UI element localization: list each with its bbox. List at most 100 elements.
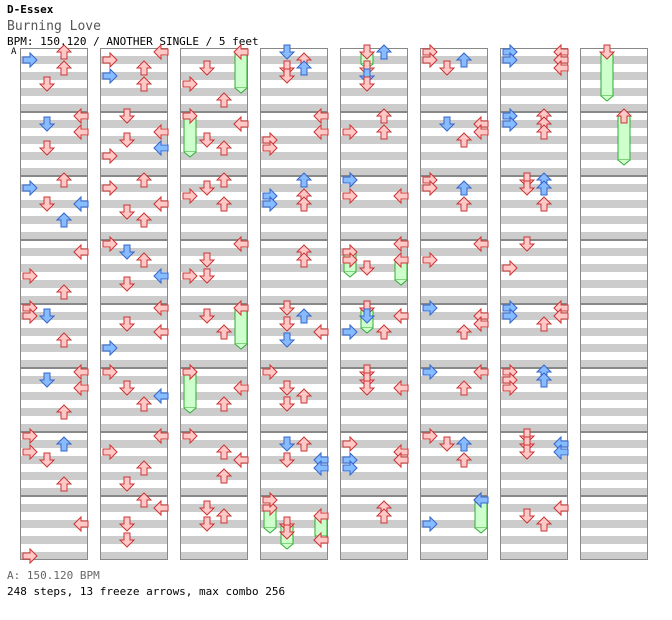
measure-border: [420, 304, 488, 368]
beat-stripe: [180, 376, 248, 384]
beat-stripe: [500, 360, 568, 368]
beat-stripe: [580, 392, 648, 400]
step-arrow-right: [473, 491, 489, 509]
step-arrow-up: [215, 196, 233, 212]
beat-stripe: [260, 328, 328, 336]
step-arrow-left: [262, 139, 278, 157]
step-arrow-left: [502, 259, 518, 277]
beat-stripe: [180, 536, 248, 544]
beat-stripe: [580, 136, 648, 144]
measure-border: [500, 432, 568, 496]
step-arrow-down: [358, 308, 376, 324]
step-arrow-down: [38, 372, 56, 388]
step-arrow-up: [295, 60, 313, 76]
beat-stripe: [260, 408, 328, 416]
measure-border: [20, 304, 88, 368]
beat-stripe: [340, 520, 408, 528]
beat-stripe: [180, 488, 248, 496]
beat-stripe: [580, 72, 648, 80]
step-arrow-left: [22, 267, 38, 285]
beat-stripe: [420, 264, 488, 272]
beat-stripe: [260, 536, 328, 544]
step-arrow-down: [278, 316, 296, 332]
step-arrow-left: [342, 251, 358, 269]
step-arrow-down: [198, 60, 216, 76]
beat-stripe: [260, 248, 328, 256]
beat-stripe: [420, 168, 488, 176]
step-arrow-right: [313, 507, 329, 525]
beat-stripe: [20, 488, 88, 496]
measure-border: [580, 304, 648, 368]
measure-border: [340, 432, 408, 496]
beat-stripe: [500, 200, 568, 208]
beat-stripe: [100, 104, 168, 112]
beat-stripe: [100, 232, 168, 240]
beat-stripe: [500, 280, 568, 288]
step-arrow-left: [342, 123, 358, 141]
beat-stripe: [20, 168, 88, 176]
beat-stripe: [420, 72, 488, 80]
beat-stripe: [100, 456, 168, 464]
beat-stripe: [20, 264, 88, 272]
step-arrow-up: [375, 124, 393, 140]
step-arrow-down: [38, 308, 56, 324]
measure-border: [420, 48, 488, 112]
step-arrow-up: [375, 44, 393, 60]
measure-border: [20, 112, 88, 176]
beat-stripe: [420, 152, 488, 160]
beat-stripe: [420, 312, 488, 320]
beat-stripe: [580, 184, 648, 192]
beat-stripe: [420, 488, 488, 496]
beat-stripe: [20, 344, 88, 352]
measure-border: [420, 112, 488, 176]
step-arrow-up: [295, 388, 313, 404]
beat-stripe: [340, 456, 408, 464]
beat-stripe: [180, 296, 248, 304]
beat-stripe: [340, 296, 408, 304]
step-arrow-down: [198, 252, 216, 268]
measure-border: [500, 496, 568, 560]
step-arrow-right: [473, 235, 489, 253]
beat-stripe: [180, 72, 248, 80]
beat-stripe: [340, 152, 408, 160]
freeze-arrow-tail: [600, 95, 614, 102]
beat-stripe: [500, 152, 568, 160]
beat-stripe: [580, 104, 648, 112]
step-arrow-down: [118, 276, 136, 292]
measure-border: [500, 112, 568, 176]
beat-stripe: [100, 392, 168, 400]
measure-border: [20, 368, 88, 432]
beat-stripe: [260, 232, 328, 240]
song-title: Burning Love: [7, 19, 101, 34]
step-arrow-up: [55, 60, 73, 76]
step-arrow-down: [278, 380, 296, 396]
measure-border: [100, 240, 168, 304]
beat-stripe: [180, 216, 248, 224]
step-arrow-up: [215, 444, 233, 460]
beat-stripe: [580, 280, 648, 288]
beat-stripe: [340, 88, 408, 96]
step-arrow-right: [153, 267, 169, 285]
step-arrow-up: [135, 172, 153, 188]
beat-stripe: [260, 88, 328, 96]
beat-stripe: [420, 248, 488, 256]
step-arrow-down: [118, 316, 136, 332]
measure-border: [580, 368, 648, 432]
beat-stripe: [260, 216, 328, 224]
measure-border: [340, 496, 408, 560]
step-arrow-right: [553, 59, 569, 77]
step-arrow-left: [22, 307, 38, 325]
step-arrow-up: [55, 212, 73, 228]
beat-stripe: [20, 232, 88, 240]
step-arrow-up: [535, 180, 553, 196]
beat-stripe: [180, 280, 248, 288]
step-arrow-right: [233, 43, 249, 61]
step-arrow-right: [73, 195, 89, 213]
beat-stripe: [100, 296, 168, 304]
step-arrow-right: [73, 363, 89, 381]
step-arrow-left: [22, 51, 38, 69]
step-arrow-down: [38, 140, 56, 156]
beat-stripe: [580, 424, 648, 432]
measure-border: [500, 176, 568, 240]
